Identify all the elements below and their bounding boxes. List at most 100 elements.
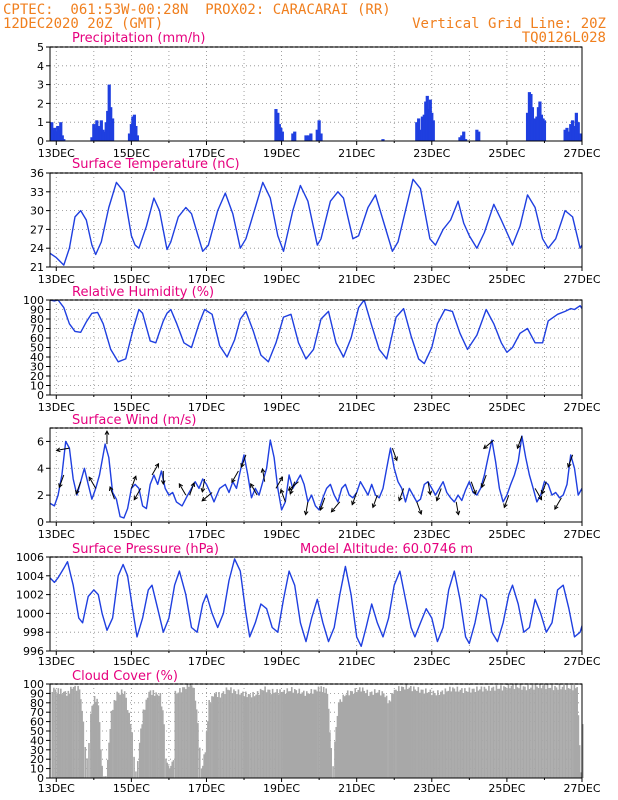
cloud-column — [379, 695, 382, 778]
cloud-column — [509, 688, 511, 778]
cloud-column — [396, 691, 399, 778]
cloud-column — [218, 692, 220, 778]
cloud-column — [193, 687, 195, 778]
cloud-column — [498, 688, 501, 778]
cloud-column — [58, 693, 61, 778]
wind-arrow-shaft — [240, 454, 247, 468]
cloud-column — [125, 697, 127, 778]
cloud-column — [304, 695, 307, 778]
precip-xtick-label: 17DEC — [188, 147, 225, 160]
cloud-column — [163, 724, 165, 778]
cloud-column — [292, 692, 295, 778]
cloud-column — [51, 691, 54, 778]
cloud-column — [470, 692, 472, 778]
cloud-column — [391, 693, 393, 778]
cloud-xtick-label: 21DEC — [338, 782, 375, 795]
rh-xtick-label: 23DEC — [413, 401, 450, 414]
cloud-title: Cloud Cover (%) — [72, 669, 178, 684]
wind-arrow — [470, 481, 477, 495]
cloud-column — [361, 687, 364, 778]
precip-bar — [542, 120, 547, 141]
cloud-column — [336, 715, 339, 778]
cloud-column — [322, 686, 325, 778]
cloud-column — [456, 686, 459, 778]
cloud-column — [486, 690, 489, 778]
cloud-column — [189, 684, 192, 778]
wind-arrow-shaft — [483, 439, 495, 449]
cloud-column — [200, 768, 203, 778]
temp-xtick-label: 15DEC — [113, 273, 150, 286]
cloud-column — [576, 687, 578, 778]
wind-xtick-label: 27DEC — [563, 528, 600, 541]
cloud-column — [519, 684, 522, 778]
cloud-column — [103, 776, 105, 778]
cloud-column — [417, 687, 420, 778]
cloud-column — [90, 713, 92, 778]
cloud-column — [348, 695, 351, 778]
cloud-xtick-label: 23DEC — [413, 782, 450, 795]
wind-arrow — [427, 481, 433, 496]
cloud-ytick-label: 0 — [37, 772, 44, 785]
wind-arrow-head — [279, 488, 285, 494]
rh-ytick-label: 10 — [30, 380, 44, 393]
wind-arrow-shaft — [305, 501, 309, 515]
wind-arrow-head — [289, 489, 294, 495]
cloud-column — [80, 699, 82, 778]
wind-line — [50, 435, 582, 519]
wind-arrow — [58, 474, 65, 489]
cloud-column — [346, 690, 349, 778]
precip-ytick-label: 1 — [37, 116, 44, 129]
precip-bar — [431, 120, 435, 141]
cloud-ytick-label: 20 — [30, 753, 44, 766]
cloud-column — [96, 698, 98, 778]
cloud-column — [250, 697, 253, 778]
cloud-column — [500, 685, 502, 778]
cloud-ytick-label: 70 — [30, 706, 44, 719]
cloud-column — [316, 691, 318, 778]
cloud-column — [158, 696, 160, 778]
wind-arrow-shaft — [567, 454, 574, 468]
cloud-column — [174, 690, 177, 778]
temp-xtick-label: 21DEC — [338, 273, 375, 286]
wind-arrow — [540, 481, 547, 495]
cloud-column — [244, 691, 247, 778]
cloud-column — [93, 696, 96, 778]
wind-arrow-shaft — [261, 468, 266, 482]
cloud-column — [77, 685, 79, 778]
cloud-column — [289, 691, 292, 778]
pres-subtitle: Model Altitude: 60.0746 m — [300, 542, 473, 557]
cloud-column — [364, 693, 367, 778]
rh-ytick-label: 80 — [30, 313, 44, 326]
cloud-column — [513, 689, 516, 778]
pres-xtick-label: 15DEC — [113, 655, 150, 668]
precip-bar — [90, 137, 94, 141]
cloud-column — [194, 700, 197, 778]
cloud-column — [569, 688, 571, 778]
cloud-column — [530, 687, 532, 778]
cloud-column — [211, 696, 213, 778]
pres-ytick-label: 1004 — [16, 570, 44, 583]
cloud-column — [495, 685, 498, 778]
cloud-column — [450, 691, 453, 778]
cloud-column — [358, 687, 361, 778]
cloud-column — [247, 694, 250, 778]
precip-bar — [574, 112, 578, 141]
wind-arrow-shaft — [189, 482, 195, 496]
cloud-column — [66, 695, 68, 778]
cloud-column — [146, 697, 149, 778]
temp-ytick-label: 24 — [30, 242, 44, 255]
cloud-column — [467, 691, 469, 778]
cloud-column — [332, 766, 334, 778]
cloud-column — [219, 697, 222, 778]
cloud-xtick-label: 17DEC — [188, 782, 225, 795]
cloud-column — [525, 690, 528, 778]
cloud-column — [305, 691, 308, 778]
cloud-column — [287, 691, 290, 778]
cloud-column — [207, 721, 209, 778]
cloud-column — [441, 690, 444, 778]
temp-xtick-label: 23DEC — [413, 273, 450, 286]
wind-arrow — [554, 497, 562, 510]
cloud-column — [283, 689, 286, 778]
cloud-column — [135, 771, 137, 778]
cloud-column — [140, 728, 142, 778]
